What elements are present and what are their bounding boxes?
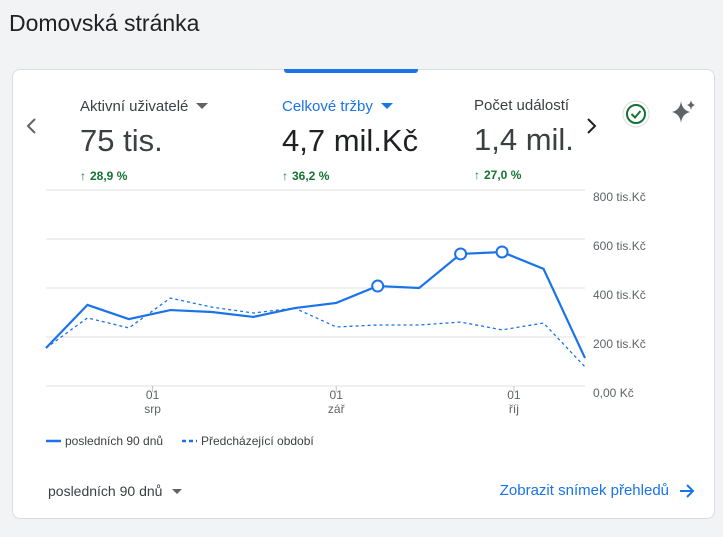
metric-value: 4,7 mil.Kč bbox=[282, 123, 419, 158]
metric-label: Celkové tržby bbox=[282, 97, 373, 115]
card bbox=[12, 69, 715, 519]
metric-change: 27,0 % bbox=[484, 168, 522, 182]
x-tick-label-line: srp bbox=[144, 402, 161, 416]
x-tick-label-line: 01 bbox=[146, 388, 160, 402]
report-link[interactable]: Zobrazit snímek přehledů bbox=[500, 482, 695, 499]
point-marker bbox=[495, 245, 509, 259]
metric-change: 28,9 % bbox=[90, 169, 128, 183]
point-marker bbox=[371, 279, 385, 293]
y-tick-label: 800 tis.Kč bbox=[593, 190, 646, 204]
range-label: posledních 90 dnů bbox=[48, 483, 163, 499]
ai-sparkle[interactable] bbox=[670, 98, 698, 126]
comparison-line bbox=[45, 297, 586, 368]
metric-tab[interactable]: Aktivní uživatelé 75 tis. ↑ 28,9 % bbox=[80, 97, 230, 183]
metric-value: 75 tis. bbox=[80, 123, 163, 158]
report-link-text: Zobrazit snímek přehledů bbox=[499, 482, 669, 499]
x-tick-label-line: 01 bbox=[330, 388, 344, 402]
point-marker bbox=[454, 247, 468, 261]
x-tick-label-line: 01 bbox=[507, 388, 521, 402]
prev-button[interactable] bbox=[24, 116, 40, 136]
metric-label: Počet událostí bbox=[474, 97, 570, 114]
x-tick-label: 01 srp bbox=[144, 388, 161, 416]
x-tick-label-line: zář bbox=[328, 402, 346, 416]
legend-label: Předcházející období bbox=[201, 434, 314, 448]
metric-tab[interactable]: Celkové tržby 4,7 mil.Kč ↑ 36,2 % bbox=[282, 97, 432, 184]
metric-change: 36,2 % bbox=[292, 169, 330, 183]
active-tab-indicator bbox=[284, 69, 418, 73]
y-tick-label: 600 tis.Kč bbox=[593, 239, 646, 253]
x-tick-label-line: říj bbox=[509, 402, 519, 416]
series-line bbox=[45, 250, 586, 359]
page-title: Domovská stránka bbox=[9, 10, 200, 36]
y-tick-label: 400 tis.Kč bbox=[593, 288, 646, 302]
range-selector[interactable]: posledních 90 dnů bbox=[48, 483, 183, 499]
y-tick-label: 200 tis.Kč bbox=[593, 337, 646, 351]
arrow-icon bbox=[680, 483, 695, 498]
insights-check[interactable] bbox=[621, 99, 651, 129]
metric-value: 1,4 mil. bbox=[474, 122, 572, 157]
next-button[interactable] bbox=[583, 116, 599, 136]
metric-tab[interactable]: Počet událostí 1,4 mil. ↑ 27,0 % bbox=[474, 97, 572, 182]
y-tick-label: 0,00 Kč bbox=[593, 386, 634, 400]
metric-label: Aktivní uživatelé bbox=[80, 97, 189, 115]
legend-label: posledních 90 dnů bbox=[65, 434, 163, 448]
x-tick-label: 01 zář bbox=[328, 388, 346, 416]
x-tick-label: 01 říj bbox=[507, 388, 521, 416]
